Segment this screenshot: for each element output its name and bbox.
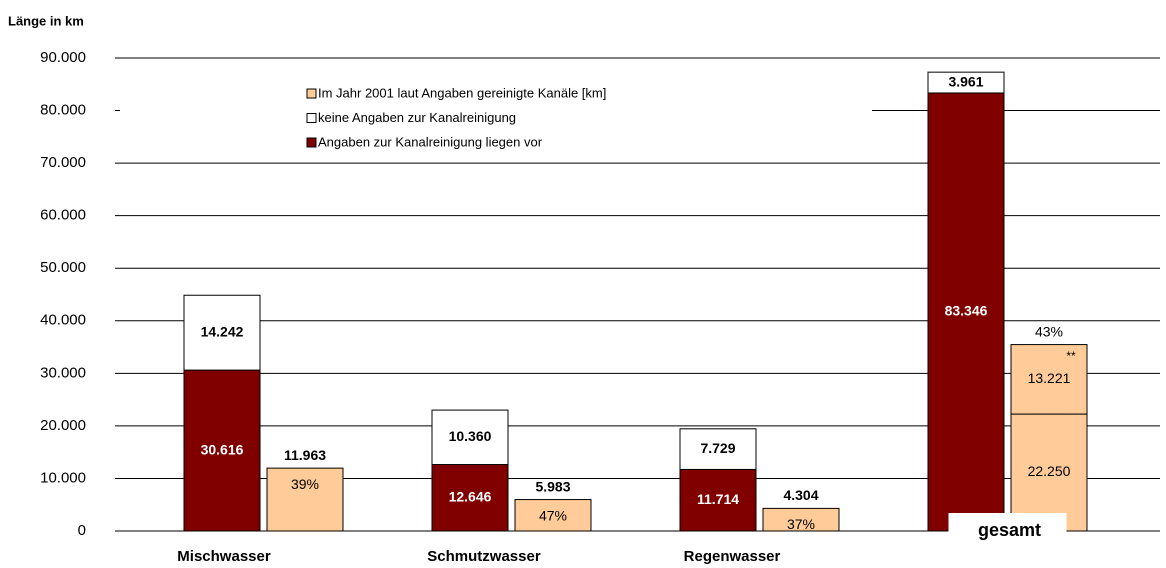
category-label-box: [948, 513, 1067, 568]
legend-label: Angaben zur Kanalreinigung liegen vor: [318, 134, 543, 149]
value-label: 7.729: [700, 440, 735, 456]
y-tick-label: 40.000: [40, 312, 86, 329]
y-tick-label: 70.000: [40, 154, 86, 171]
y-tick-label: 50.000: [40, 259, 86, 276]
x-tick-label: gesamt: [978, 520, 1041, 540]
x-tick-label: Regenwasser: [684, 548, 781, 565]
value-label: 11.714: [697, 491, 739, 507]
legend-swatch: [306, 113, 317, 123]
bar-segment: [679, 428, 757, 470]
value-label: 10.360: [449, 428, 492, 444]
y-tick-label: 90.000: [40, 49, 86, 66]
y-tick-label: 20.000: [40, 417, 86, 434]
percent-label: 37%: [787, 516, 815, 532]
percent-label: 47%: [539, 507, 567, 523]
chart-title: Länge in km: [8, 13, 84, 28]
y-tick-label: 60.000: [40, 207, 86, 224]
y-tick-label: 80.000: [40, 102, 86, 119]
annotation: **: [1066, 349, 1076, 363]
value-label: 3.961: [948, 73, 983, 89]
bar-segment: [183, 369, 261, 532]
legend-swatch: [306, 88, 317, 99]
legend-swatch: [306, 137, 317, 148]
value-label: 14.242: [201, 323, 244, 339]
bar-segment: [1010, 413, 1088, 532]
legend-background: [120, 80, 872, 160]
y-tick-label: 0: [78, 522, 86, 539]
percent-label: 39%: [291, 476, 319, 492]
y-tick-label: 10.000: [40, 469, 86, 486]
value-label: 13.221: [1028, 370, 1071, 386]
percent-label: 43%: [1035, 323, 1063, 339]
legend-label: Im Jahr 2001 laut Angaben gereinigte Kan…: [318, 85, 606, 100]
value-label: 83.346: [945, 303, 988, 319]
bar-segment: [183, 294, 261, 371]
value-label: 11.963: [284, 447, 326, 463]
x-tick-label: Schmutzwasser: [427, 548, 541, 565]
legend-label: keine Angaben zur Kanalreinigung: [318, 110, 516, 125]
value-label: 12.646: [449, 488, 492, 504]
bar-segment: [431, 409, 509, 466]
bar-segment: [679, 468, 757, 532]
bar-segment: [1010, 344, 1088, 415]
value-label: 4.304: [783, 487, 818, 503]
bar-segment: [266, 467, 344, 532]
value-label: 30.616: [201, 441, 244, 457]
value-label: 5.983: [535, 478, 570, 494]
y-tick-label: 30.000: [40, 364, 86, 381]
bar-segment: [927, 92, 1005, 532]
x-tick-label: Mischwasser: [177, 548, 271, 565]
bar-segment: [927, 71, 1005, 94]
value-label: 22.250: [1028, 463, 1071, 479]
